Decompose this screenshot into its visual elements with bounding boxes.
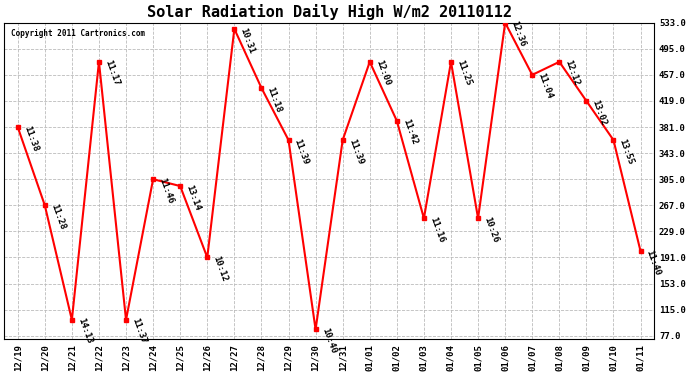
Text: 11:16: 11:16 xyxy=(428,216,446,244)
Text: 11:39: 11:39 xyxy=(293,137,310,166)
Text: Copyright 2011 Cartronics.com: Copyright 2011 Cartronics.com xyxy=(10,29,145,38)
Text: 11:28: 11:28 xyxy=(49,202,67,231)
Text: 11:46: 11:46 xyxy=(157,176,175,205)
Text: 11:17: 11:17 xyxy=(103,59,121,87)
Text: 12:36: 12:36 xyxy=(509,20,527,48)
Text: 11:18: 11:18 xyxy=(266,85,284,114)
Text: 10:40: 10:40 xyxy=(319,327,337,355)
Text: 13:02: 13:02 xyxy=(591,98,608,126)
Text: 10:12: 10:12 xyxy=(211,255,229,283)
Text: 11:37: 11:37 xyxy=(130,317,148,345)
Text: 11:40: 11:40 xyxy=(644,249,662,277)
Text: 10:31: 10:31 xyxy=(239,26,256,54)
Text: 10:26: 10:26 xyxy=(482,216,500,244)
Text: 11:38: 11:38 xyxy=(22,124,39,153)
Text: 13:14: 13:14 xyxy=(184,183,202,211)
Text: 12:12: 12:12 xyxy=(564,59,581,87)
Text: 11:42: 11:42 xyxy=(401,118,419,146)
Text: 12:00: 12:00 xyxy=(374,59,391,87)
Title: Solar Radiation Daily High W/m2 20110112: Solar Radiation Daily High W/m2 20110112 xyxy=(147,4,511,20)
Text: 14:13: 14:13 xyxy=(76,317,94,345)
Text: 11:39: 11:39 xyxy=(347,137,364,166)
Text: 11:04: 11:04 xyxy=(536,72,554,100)
Text: 11:25: 11:25 xyxy=(455,59,473,87)
Text: 13:55: 13:55 xyxy=(618,137,635,166)
